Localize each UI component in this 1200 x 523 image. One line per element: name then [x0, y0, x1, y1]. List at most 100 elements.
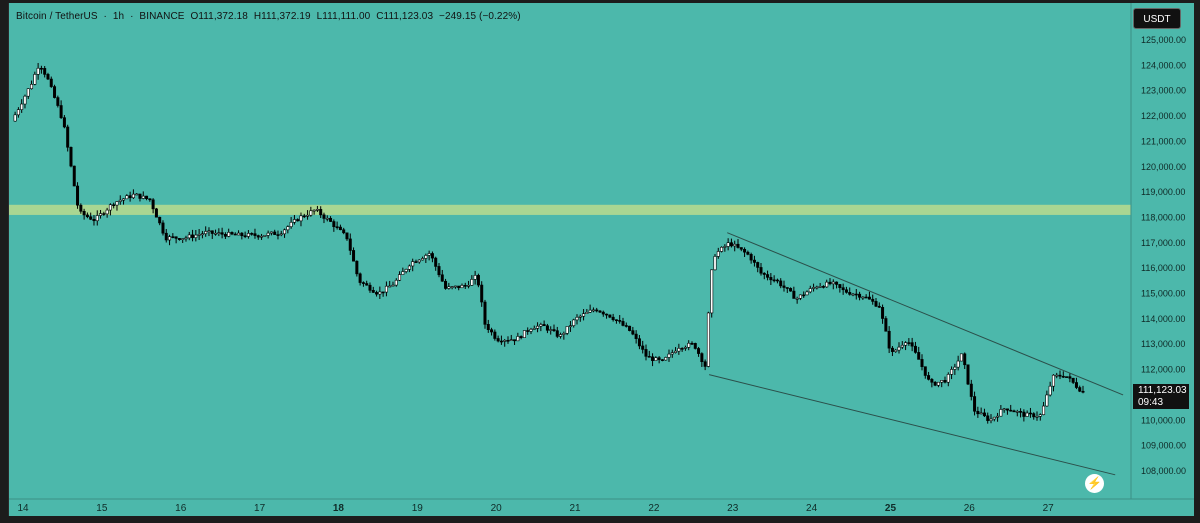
candle-down: [1074, 382, 1078, 388]
candle-down: [966, 364, 970, 385]
price-tick-label: 114,000.00: [1141, 314, 1185, 324]
candle-down: [637, 338, 641, 347]
currency-button[interactable]: USDT: [1133, 8, 1181, 29]
candle-up: [391, 284, 395, 287]
candle-up: [417, 259, 421, 263]
symbol-name[interactable]: Bitcoin / TetherUS: [16, 11, 98, 22]
candle-down: [358, 273, 362, 283]
candle-down: [59, 105, 63, 118]
interval-label[interactable]: 1h: [112, 11, 125, 22]
candle-up: [999, 409, 1003, 417]
candle-down: [332, 221, 336, 228]
candle-down: [1019, 411, 1023, 413]
candle-up: [23, 95, 27, 105]
candle-up: [118, 199, 122, 202]
trendlines-layer[interactable]: [708, 232, 1124, 476]
candle-down: [476, 275, 480, 286]
price-tick-label: 108,000.00: [1141, 466, 1186, 476]
candle-up: [578, 315, 582, 318]
candle-up: [654, 357, 658, 361]
candle-down: [513, 339, 517, 342]
candle-up: [427, 253, 431, 256]
candle-up: [460, 285, 464, 289]
candle-up: [135, 193, 139, 196]
candle-down: [838, 284, 842, 288]
candle-up: [667, 353, 671, 358]
candle-down: [986, 415, 990, 421]
candle-down: [963, 353, 967, 366]
time-axis[interactable]: 14 15 16 17 18 19 20 21 22 23 24 25 26 27: [17, 503, 1054, 514]
candle-down: [614, 319, 618, 322]
candle-up: [798, 294, 802, 299]
candle-up: [260, 235, 264, 238]
candle-down: [335, 226, 339, 229]
candle-down: [1028, 412, 1032, 415]
candle-up: [706, 312, 710, 367]
candle-down: [240, 232, 244, 237]
candle-up: [200, 233, 204, 236]
candle-down: [89, 216, 93, 220]
candle-down: [486, 324, 490, 330]
price-tick-label: 122,000.00: [1141, 111, 1186, 121]
candle-up: [726, 242, 730, 247]
candle-down: [365, 283, 369, 286]
candle-down: [171, 236, 175, 238]
candle-up: [989, 418, 993, 421]
candle-down: [641, 345, 645, 350]
candle-up: [509, 339, 513, 341]
candle-down: [368, 284, 372, 291]
candle-down: [864, 296, 868, 299]
candle-up: [309, 210, 313, 216]
candle-up: [1002, 408, 1006, 411]
candle-up: [720, 246, 724, 252]
price-axis[interactable]: 108,000.00109,000.00110,000.00111,000.00…: [1141, 35, 1186, 476]
candle-up: [227, 232, 231, 237]
candle-down: [148, 198, 152, 201]
candle-down: [700, 353, 704, 363]
time-tick-label: 25: [885, 503, 897, 514]
price-tick-label: 121,000.00: [1141, 136, 1186, 146]
candle-up: [467, 285, 471, 287]
candle-up: [904, 342, 908, 346]
candle-up: [959, 353, 963, 362]
candle-down: [112, 204, 116, 207]
price-tick-label: 115,000.00: [1141, 289, 1185, 299]
candle-down: [526, 330, 530, 332]
lightning-icon[interactable]: ⚡: [1085, 474, 1104, 493]
candle-up: [894, 349, 898, 352]
candle-down: [759, 267, 763, 274]
candle-down: [871, 298, 875, 302]
candle-up: [677, 348, 681, 352]
trendline-upper[interactable]: [727, 232, 1124, 396]
candle-up: [26, 88, 30, 97]
candle-down: [220, 232, 224, 235]
candle-down: [930, 379, 934, 383]
price-tick-label: 110,000.00: [1141, 415, 1185, 425]
candle-down: [552, 329, 556, 331]
trendline-lower[interactable]: [708, 374, 1116, 476]
candle-down: [789, 288, 793, 292]
candle-up: [851, 293, 855, 296]
candle-down: [881, 307, 885, 319]
candle-down: [39, 67, 43, 70]
candle-down: [598, 310, 602, 313]
candle-down: [762, 272, 766, 275]
candle-down: [1071, 377, 1075, 383]
candle-up: [1035, 416, 1039, 418]
candle-up: [815, 286, 819, 289]
chart-panel[interactable]: 108,000.00109,000.00110,000.00111,000.00…: [8, 3, 1194, 516]
candle-down: [835, 281, 839, 285]
candle-up: [808, 288, 812, 293]
candle-down: [381, 291, 385, 294]
candle-up: [1048, 385, 1052, 396]
candlestick-chart[interactable]: 108,000.00109,000.00110,000.00111,000.00…: [9, 3, 1194, 516]
candle-down: [680, 348, 684, 350]
time-tick-label: 14: [17, 503, 29, 514]
candle-down: [493, 331, 497, 339]
candle-up: [108, 204, 112, 211]
candle-down: [256, 235, 260, 238]
candle-down: [154, 208, 158, 218]
time-tick-label: 20: [491, 503, 503, 514]
candle-up: [1042, 405, 1046, 415]
candle-down: [483, 301, 487, 325]
